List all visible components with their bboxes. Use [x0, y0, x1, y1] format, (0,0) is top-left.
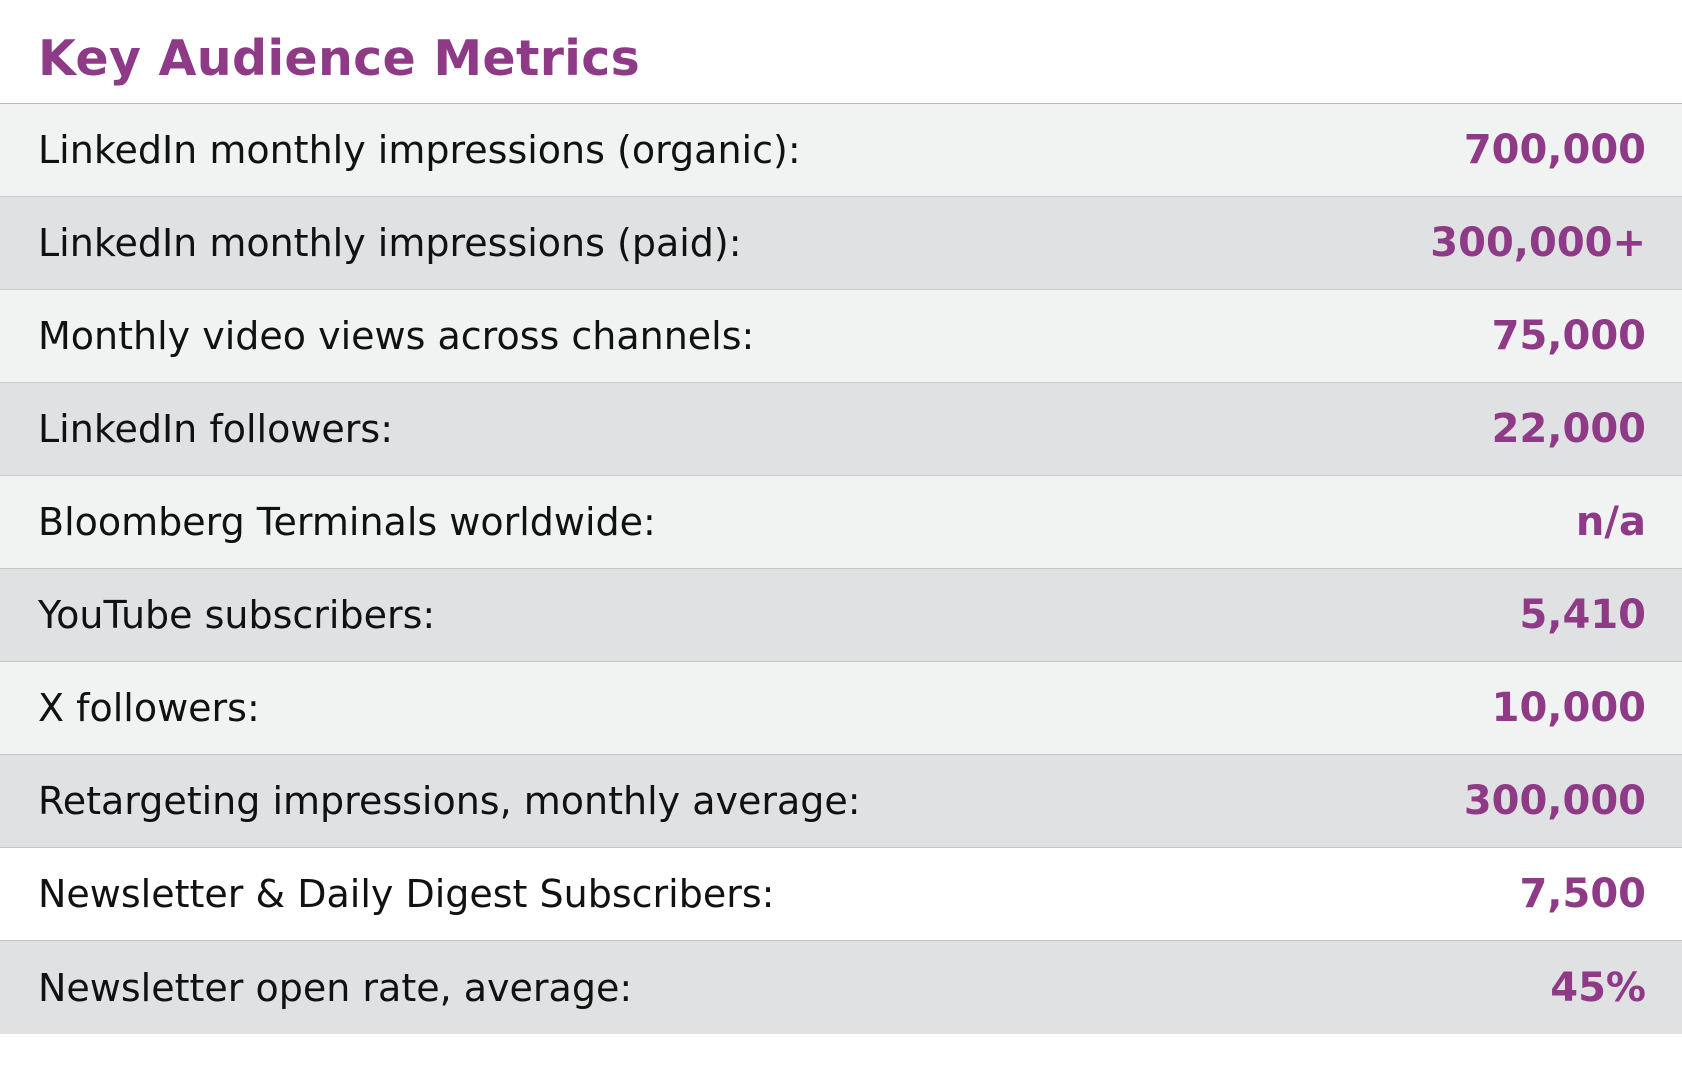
metric-row: X followers: 10,000 — [0, 662, 1682, 755]
metric-label: LinkedIn monthly impressions (organic): — [38, 128, 801, 172]
metric-row: LinkedIn followers: 22,000 — [0, 383, 1682, 476]
metric-row: Monthly video views across channels: 75,… — [0, 290, 1682, 383]
metric-value: 300,000 — [1463, 778, 1646, 824]
metric-label: Bloomberg Terminals worldwide: — [38, 500, 656, 544]
metric-row: Retargeting impressions, monthly average… — [0, 755, 1682, 848]
metric-value: n/a — [1575, 499, 1646, 545]
metric-row: Newsletter open rate, average: 45% — [0, 941, 1682, 1034]
metric-label: YouTube subscribers: — [38, 593, 436, 637]
metric-row: Newsletter & Daily Digest Subscribers: 7… — [0, 848, 1682, 941]
metric-value: 75,000 — [1491, 313, 1646, 359]
metric-label: Monthly video views across channels: — [38, 314, 755, 358]
metric-row: Bloomberg Terminals worldwide: n/a — [0, 476, 1682, 569]
metric-row: LinkedIn monthly impressions (paid): 300… — [0, 197, 1682, 290]
metric-label: Newsletter & Daily Digest Subscribers: — [38, 872, 775, 916]
metric-label: Newsletter open rate, average: — [38, 965, 633, 1010]
metric-value: 700,000 — [1463, 127, 1646, 173]
metric-label: X followers: — [38, 686, 260, 730]
metric-value: 45% — [1550, 964, 1646, 1011]
metric-value: 300,000+ — [1430, 220, 1646, 266]
title-divider — [0, 103, 1682, 104]
metric-value: 22,000 — [1491, 406, 1646, 452]
metric-label: Retargeting impressions, monthly average… — [38, 779, 861, 823]
metric-value: 10,000 — [1491, 685, 1646, 731]
metric-label: LinkedIn monthly impressions (paid): — [38, 221, 742, 265]
metric-value: 7,500 — [1519, 871, 1646, 917]
metrics-table: LinkedIn monthly impressions (organic): … — [0, 104, 1682, 1034]
metric-row: LinkedIn monthly impressions (organic): … — [0, 104, 1682, 197]
metric-value: 5,410 — [1519, 592, 1646, 638]
page-title: Key Audience Metrics — [38, 30, 641, 87]
metric-row: YouTube subscribers: 5,410 — [0, 569, 1682, 662]
metric-label: LinkedIn followers: — [38, 407, 394, 451]
